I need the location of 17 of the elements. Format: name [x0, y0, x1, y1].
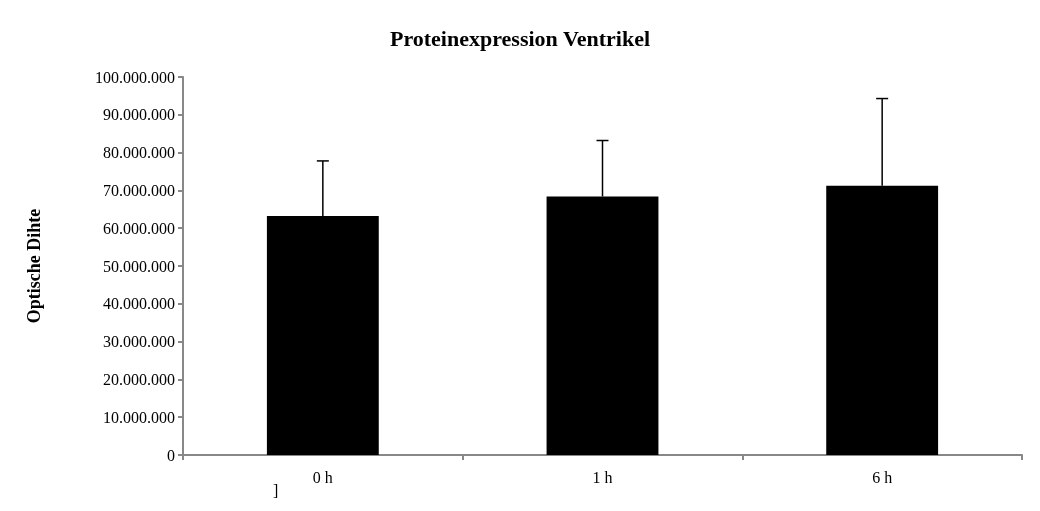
y-tick-label: 30.000.000	[103, 333, 175, 351]
y-tick-label: 90.000.000	[103, 106, 175, 124]
chart-title: Proteinexpression Ventrikel	[389, 25, 651, 51]
text: ]	[273, 481, 279, 499]
y-tick-label: 40.000.000	[103, 295, 175, 313]
y-tick-label: 70.000.000	[103, 181, 175, 199]
y-axis-title: Optische Dihte	[24, 208, 44, 324]
x-tick-label: 6 h	[872, 468, 893, 486]
y-tick-label: 60.000.000	[103, 219, 175, 237]
y-tick-label: 20.000.000	[103, 370, 175, 388]
y-tick-label: 10.000.000	[103, 408, 175, 426]
y-tick-label: 50.000.000	[103, 257, 175, 275]
x-tick-label: 0 h	[312, 468, 333, 486]
x-tick-label: 1 h	[592, 468, 613, 486]
y-tick-label: 0	[167, 446, 175, 464]
y-tick-label: 80.000.000	[103, 144, 175, 162]
y-tick-label: 100.000.000	[95, 68, 175, 86]
